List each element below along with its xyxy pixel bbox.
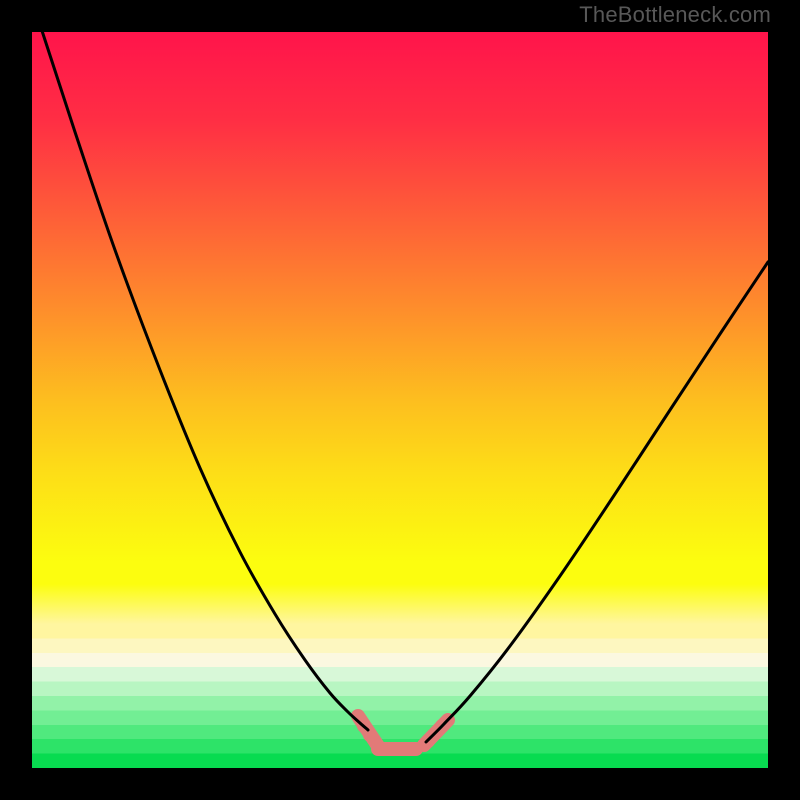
- curve-layer: [0, 0, 800, 800]
- curve-right: [426, 262, 768, 742]
- watermark-text: TheBottleneck.com: [579, 2, 771, 28]
- curve-left: [32, 0, 368, 730]
- chart-frame: TheBottleneck.com: [0, 0, 800, 800]
